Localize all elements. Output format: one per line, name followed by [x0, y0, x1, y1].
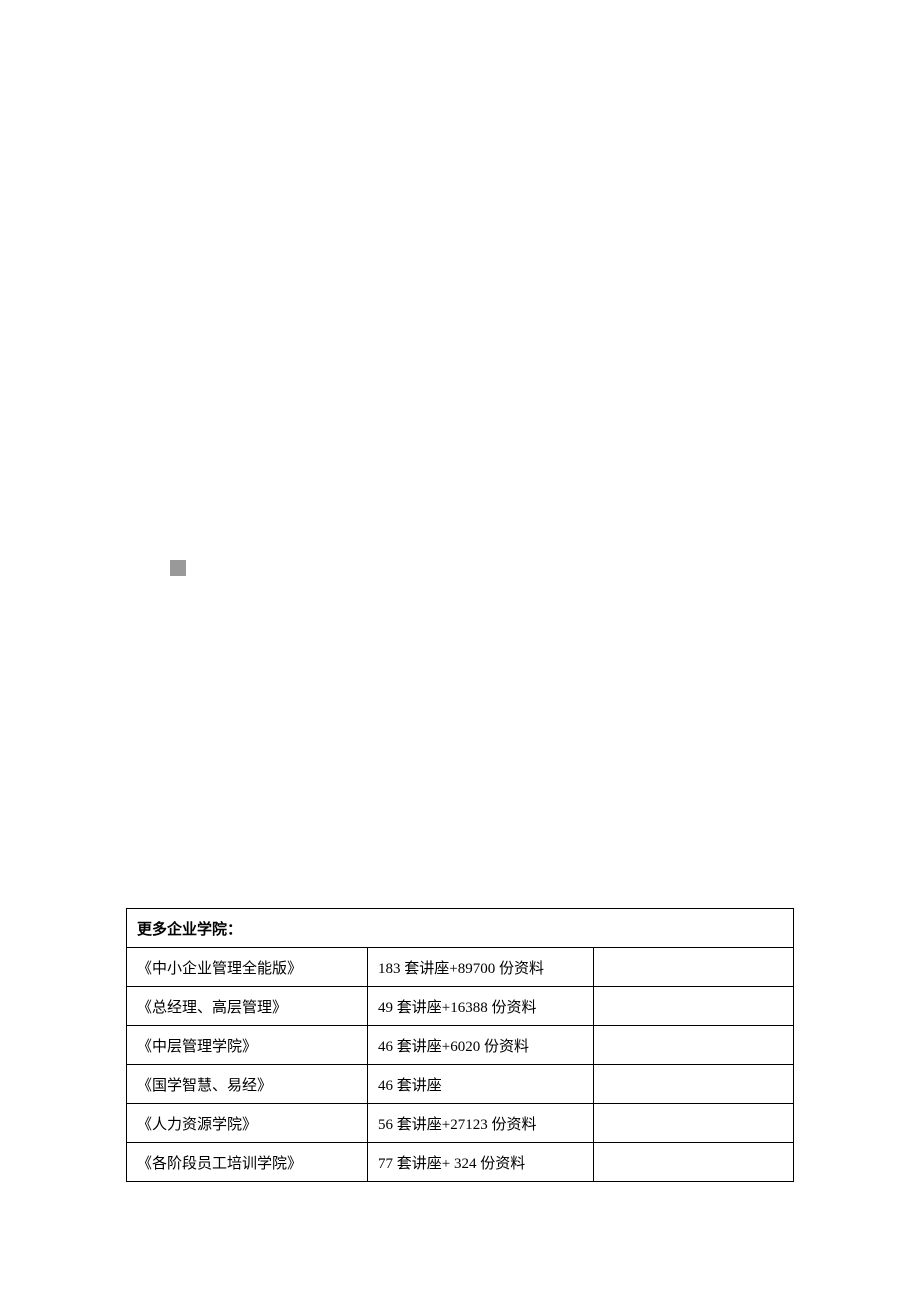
empty-cell	[594, 1143, 794, 1182]
empty-cell	[594, 1104, 794, 1143]
decorative-square	[170, 560, 186, 576]
course-content-cell: 183 套讲座+89700 份资料	[368, 948, 594, 987]
table-header-row: 更多企业学院：	[127, 909, 794, 948]
course-content-cell: 77 套讲座+ 324 份资料	[368, 1143, 594, 1182]
empty-cell	[594, 1026, 794, 1065]
course-content-cell: 46 套讲座+6020 份资料	[368, 1026, 594, 1065]
course-content-cell: 49 套讲座+16388 份资料	[368, 987, 594, 1026]
course-table: 更多企业学院： 《中小企业管理全能版》 183 套讲座+89700 份资料 《总…	[126, 908, 794, 1182]
course-table-container: 更多企业学院： 《中小企业管理全能版》 183 套讲座+89700 份资料 《总…	[126, 908, 794, 1182]
empty-cell	[594, 987, 794, 1026]
table-header: 更多企业学院：	[127, 909, 794, 948]
course-name-cell: 《中层管理学院》	[127, 1026, 368, 1065]
course-name-cell: 《各阶段员工培训学院》	[127, 1143, 368, 1182]
course-content-cell: 56 套讲座+27123 份资料	[368, 1104, 594, 1143]
course-name-cell: 《国学智慧、易经》	[127, 1065, 368, 1104]
course-name-cell: 《总经理、高层管理》	[127, 987, 368, 1026]
empty-cell	[594, 1065, 794, 1104]
table-row: 《中小企业管理全能版》 183 套讲座+89700 份资料	[127, 948, 794, 987]
table-row: 《各阶段员工培训学院》 77 套讲座+ 324 份资料	[127, 1143, 794, 1182]
table-row: 《中层管理学院》 46 套讲座+6020 份资料	[127, 1026, 794, 1065]
table-row: 《总经理、高层管理》 49 套讲座+16388 份资料	[127, 987, 794, 1026]
empty-cell	[594, 948, 794, 987]
table-row: 《人力资源学院》 56 套讲座+27123 份资料	[127, 1104, 794, 1143]
course-name-cell: 《人力资源学院》	[127, 1104, 368, 1143]
course-content-cell: 46 套讲座	[368, 1065, 594, 1104]
table-row: 《国学智慧、易经》 46 套讲座	[127, 1065, 794, 1104]
course-name-cell: 《中小企业管理全能版》	[127, 948, 368, 987]
